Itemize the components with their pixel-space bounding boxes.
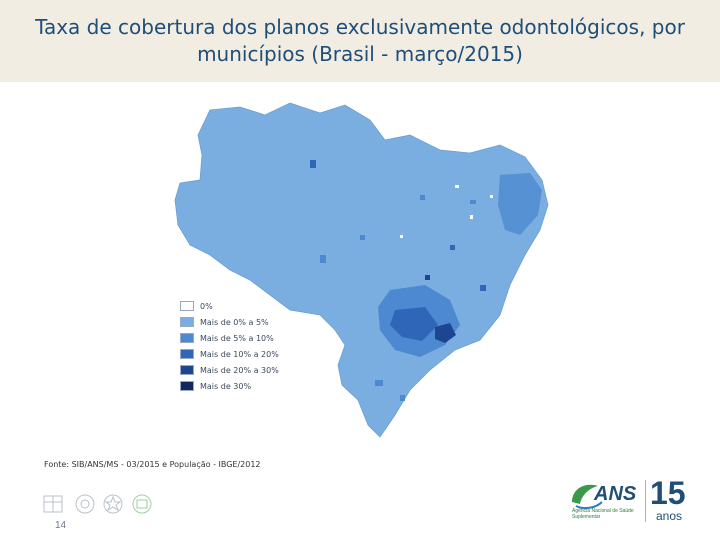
municipality-marker bbox=[320, 255, 326, 263]
legend-swatch bbox=[180, 317, 194, 327]
legend-swatch bbox=[180, 349, 194, 359]
municipality-marker bbox=[450, 245, 455, 250]
star-seal-icon bbox=[103, 494, 123, 514]
legend-swatch bbox=[180, 301, 194, 311]
coverage-cluster-rio bbox=[435, 323, 456, 343]
anniversary-number: 15 bbox=[650, 475, 686, 511]
legend-label: Mais de 30% bbox=[200, 381, 252, 391]
ans-logo-subtitle: Agência Nacional de Saúde Suplementar bbox=[572, 508, 634, 520]
coverage-cluster-northeast bbox=[498, 173, 542, 235]
coverage-cluster-sao-paulo bbox=[390, 307, 438, 341]
municipality-marker bbox=[425, 275, 430, 280]
source-note: Fonte: SIB/ANS/MS - 03/2015 e População … bbox=[44, 460, 261, 469]
legend-item: Mais de 20% a 30% bbox=[180, 362, 279, 378]
anniversary-word: anos bbox=[656, 509, 683, 523]
title-band: Taxa de cobertura dos planos exclusivame… bbox=[0, 0, 720, 82]
legend-label: Mais de 10% a 20% bbox=[200, 349, 279, 359]
brazil-map bbox=[170, 95, 570, 445]
legend-item: Mais de 10% a 20% bbox=[180, 346, 279, 362]
logo-divider bbox=[645, 480, 646, 522]
ans-logo-icon bbox=[572, 484, 603, 510]
municipality-marker bbox=[360, 235, 365, 240]
legend-label: Mais de 5% a 10% bbox=[200, 333, 274, 343]
green-seal-icon bbox=[132, 494, 152, 514]
legend-label: Mais de 20% a 30% bbox=[200, 365, 279, 375]
legend-swatch bbox=[180, 365, 194, 375]
legend-item: Mais de 0% a 5% bbox=[180, 314, 279, 330]
municipality-marker bbox=[420, 195, 425, 200]
page-title: Taxa de cobertura dos planos exclusivame… bbox=[35, 15, 685, 66]
legend-item: Mais de 5% a 10% bbox=[180, 330, 279, 346]
legend-swatch bbox=[180, 333, 194, 343]
legend-item: Mais de 30% bbox=[180, 378, 279, 394]
footer-decorative-icons bbox=[43, 494, 152, 514]
municipality-zero-coverage bbox=[400, 235, 403, 238]
page-number: 14 bbox=[55, 520, 67, 531]
legend-label: Mais de 0% a 5% bbox=[200, 317, 269, 327]
legend: 0% Mais de 0% a 5% Mais de 5% a 10% Mais… bbox=[180, 298, 279, 394]
brazil-territory bbox=[174, 102, 549, 438]
legend-label: 0% bbox=[200, 301, 213, 311]
brazil-map-svg bbox=[174, 102, 549, 438]
municipality-marker bbox=[480, 285, 486, 291]
municipality-zero-coverage bbox=[455, 185, 459, 188]
municipality-marker bbox=[310, 160, 316, 168]
municipality-marker bbox=[400, 395, 405, 401]
municipality-zero-coverage bbox=[490, 195, 493, 198]
ans-logo-text: ANS bbox=[594, 483, 637, 505]
municipality-marker bbox=[470, 200, 476, 204]
legend-swatch bbox=[180, 381, 194, 391]
grid-icon bbox=[43, 495, 63, 513]
emblem-icon bbox=[75, 494, 95, 514]
municipality-marker bbox=[375, 380, 383, 386]
legend-item: 0% bbox=[180, 298, 279, 314]
municipality-zero-coverage bbox=[470, 215, 473, 219]
